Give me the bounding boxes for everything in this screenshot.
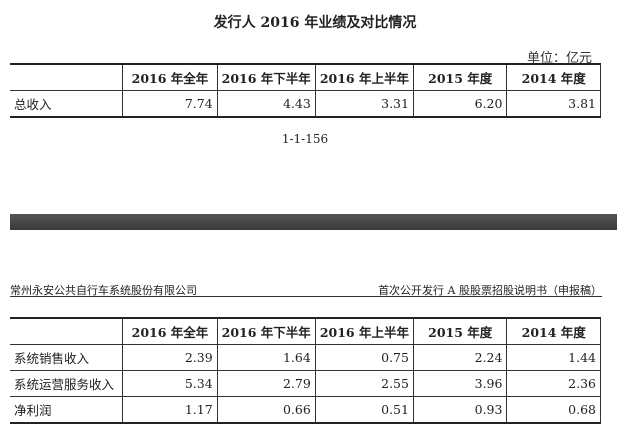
cell: 1.64 [216, 344, 316, 371]
cell: 2.24 [412, 344, 508, 371]
table-row: 总收入 7.74 4.43 3.31 6.20 3.81 [10, 90, 601, 118]
table-row: 净利润 1.17 0.66 0.51 0.93 0.68 [10, 396, 601, 424]
header-cell: 2016 年上半年 [314, 63, 414, 91]
header-divider [10, 296, 602, 297]
header-cell: 2016 年全年 [122, 63, 218, 91]
cell: 2.55 [314, 370, 414, 397]
page-header-company: 常州永安公共自行车系统股份有限公司 [10, 284, 197, 297]
page-separator-bar [10, 214, 617, 230]
header-cell: 2015 年度 [412, 317, 508, 345]
cell: 5.34 [122, 370, 218, 397]
cell: 0.68 [506, 396, 601, 424]
cell: 0.75 [314, 344, 414, 371]
cell: 4.43 [216, 90, 316, 118]
header-cell: 2015 年度 [412, 63, 508, 91]
cell: 0.66 [216, 396, 316, 424]
cell: 2.36 [506, 370, 601, 397]
header-cell: 2016 年上半年 [314, 317, 414, 345]
header-cell [10, 63, 124, 91]
cell: 7.74 [122, 90, 218, 118]
cell: 3.96 [412, 370, 508, 397]
header-cell [10, 317, 124, 345]
revenue-table: 2016 年全年 2016 年下半年 2016 年上半年 2015 年度 201… [10, 63, 601, 118]
cell: 1.44 [506, 344, 601, 371]
page-number: 1-1-156 [281, 132, 329, 146]
table-header-row: 2016 年全年 2016 年下半年 2016 年上半年 2015 年度 201… [10, 317, 601, 345]
row-label: 系统销售收入 [10, 344, 124, 371]
cell: 0.93 [412, 396, 508, 424]
header-cell: 2016 年下半年 [216, 63, 316, 91]
cell: 1.17 [122, 396, 218, 424]
breakdown-table: 2016 年全年 2016 年下半年 2016 年上半年 2015 年度 201… [10, 317, 601, 424]
table-header-row: 2016 年全年 2016 年下半年 2016 年上半年 2015 年度 201… [10, 63, 601, 91]
table-row: 系统销售收入 2.39 1.64 0.75 2.24 1.44 [10, 344, 601, 371]
header-cell: 2016 年全年 [122, 317, 218, 345]
header-cell: 2014 年度 [506, 63, 601, 91]
row-label: 净利润 [10, 396, 124, 424]
cell: 6.20 [412, 90, 508, 118]
unit-label: 单位：亿元 [526, 51, 592, 66]
page-header-document: 首次公开发行 A 股股票招股说明书（申报稿） [378, 284, 602, 297]
row-label: 总收入 [10, 90, 124, 118]
cell: 3.81 [506, 90, 601, 118]
cell: 3.31 [314, 90, 414, 118]
cell: 2.39 [122, 344, 218, 371]
header-cell: 2016 年下半年 [216, 317, 316, 345]
section-title: 发行人 2016 年业绩及对比情况 [213, 15, 417, 31]
header-cell: 2014 年度 [506, 317, 601, 345]
cell: 0.51 [314, 396, 414, 424]
row-label: 系统运营服务收入 [10, 370, 124, 397]
cell: 2.79 [216, 370, 316, 397]
table-row: 系统运营服务收入 5.34 2.79 2.55 3.96 2.36 [10, 370, 601, 397]
